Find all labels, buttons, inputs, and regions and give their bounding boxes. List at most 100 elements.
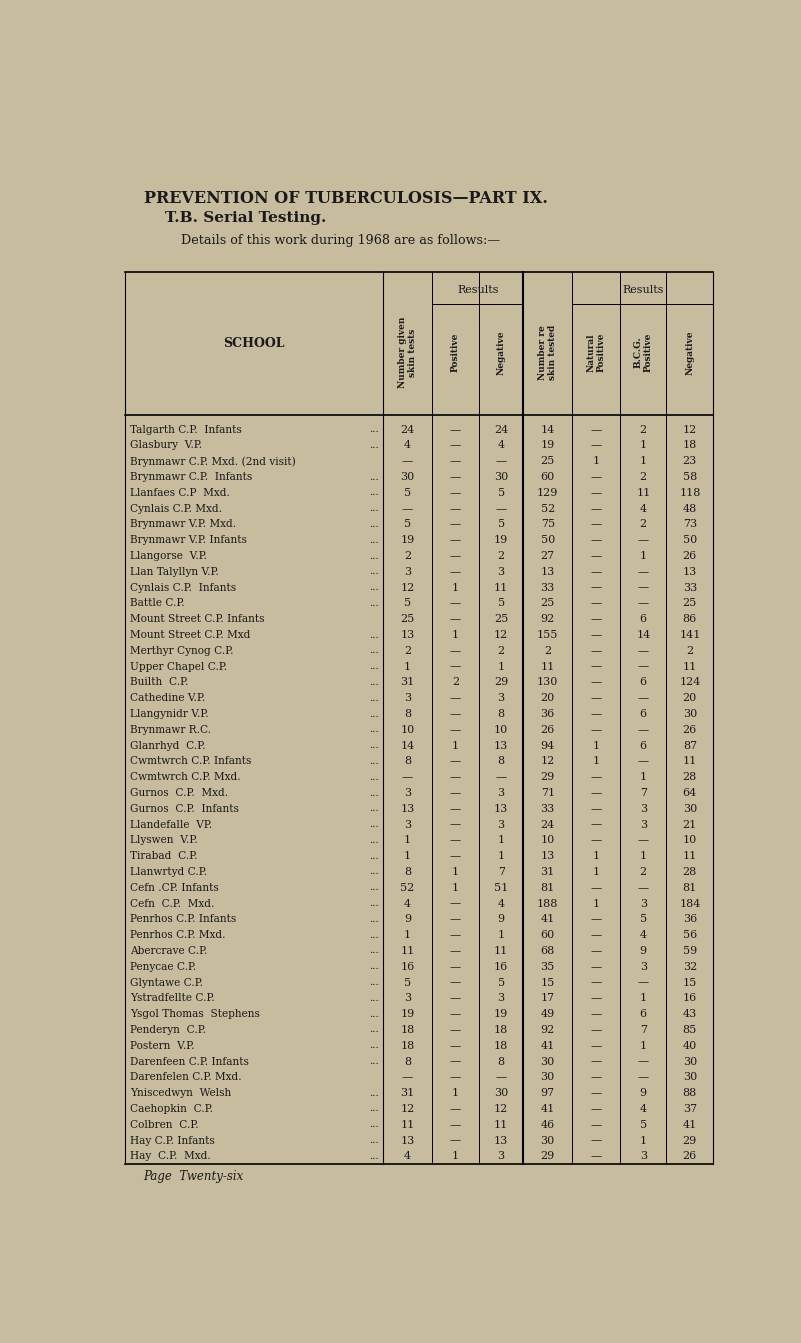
Text: Abercrave C.P.: Abercrave C.P. [130, 945, 207, 956]
Text: 155: 155 [537, 630, 558, 641]
Text: 129: 129 [537, 488, 558, 498]
Text: Darenfeen C.P. Infants: Darenfeen C.P. Infants [130, 1057, 249, 1066]
Text: —: — [638, 599, 649, 608]
Text: Brynmawr C.P. Mxd. (2nd visit): Brynmawr C.P. Mxd. (2nd visit) [130, 457, 296, 466]
Text: 33: 33 [682, 583, 697, 592]
Text: Talgarth C.P.  Infants: Talgarth C.P. Infants [130, 424, 242, 435]
Text: 2: 2 [640, 520, 647, 529]
Text: 56: 56 [682, 931, 697, 940]
Text: 18: 18 [682, 441, 697, 450]
Text: 1: 1 [404, 662, 411, 672]
Text: Results: Results [457, 286, 498, 295]
Text: —: — [590, 1072, 602, 1082]
Text: —: — [450, 471, 461, 482]
Text: 13: 13 [494, 1136, 509, 1146]
Text: 11: 11 [494, 1120, 509, 1129]
Text: 24: 24 [541, 819, 555, 830]
Text: 24: 24 [494, 424, 509, 435]
Text: 4: 4 [497, 898, 505, 909]
Text: 11: 11 [682, 851, 697, 861]
Text: Llanfaes C.P  Mxd.: Llanfaes C.P Mxd. [130, 488, 230, 498]
Text: 7: 7 [497, 868, 505, 877]
Text: 94: 94 [541, 740, 555, 751]
Text: Negative: Negative [497, 330, 505, 375]
Text: 11: 11 [400, 945, 415, 956]
Text: Mount Street C.P. Infants: Mount Street C.P. Infants [130, 614, 264, 624]
Text: —: — [450, 536, 461, 545]
Text: 1: 1 [452, 1151, 459, 1162]
Text: —: — [590, 504, 602, 513]
Text: PREVENTION OF TUBERCULOSIS—PART IX.: PREVENTION OF TUBERCULOSIS—PART IX. [143, 191, 547, 207]
Text: —: — [450, 457, 461, 466]
Text: 3: 3 [640, 819, 647, 830]
Text: —: — [638, 693, 649, 704]
Text: 3: 3 [640, 804, 647, 814]
Text: ...: ... [369, 1152, 379, 1160]
Text: —: — [450, 819, 461, 830]
Text: 48: 48 [682, 504, 697, 513]
Text: —: — [590, 882, 602, 893]
Text: 28: 28 [682, 868, 697, 877]
Text: —: — [450, 962, 461, 972]
Text: 3: 3 [404, 788, 411, 798]
Text: Llan Talyllyn V.P.: Llan Talyllyn V.P. [130, 567, 219, 577]
Text: 1: 1 [593, 898, 600, 909]
Text: 6: 6 [640, 1009, 647, 1019]
Text: —: — [590, 536, 602, 545]
Text: ...: ... [369, 725, 379, 735]
Text: 2: 2 [404, 646, 411, 655]
Text: Colbren  C.P.: Colbren C.P. [130, 1120, 199, 1129]
Text: ...: ... [369, 1136, 379, 1146]
Text: —: — [496, 504, 507, 513]
Text: 29: 29 [541, 1151, 555, 1162]
Text: 30: 30 [541, 1057, 555, 1066]
Text: —: — [450, 978, 461, 987]
Text: Tirabad  C.P.: Tirabad C.P. [130, 851, 197, 861]
Text: —: — [450, 1057, 461, 1066]
Text: 2: 2 [544, 646, 551, 655]
Text: 41: 41 [541, 1104, 555, 1113]
Text: 11: 11 [400, 1120, 415, 1129]
Text: 21: 21 [682, 819, 697, 830]
Text: 184: 184 [679, 898, 701, 909]
Text: —: — [402, 457, 413, 466]
Text: 5: 5 [497, 978, 505, 987]
Text: Llandefalle  VP.: Llandefalle VP. [130, 819, 212, 830]
Text: 58: 58 [682, 471, 697, 482]
Text: —: — [496, 772, 507, 782]
Text: 50: 50 [682, 536, 697, 545]
Text: 3: 3 [497, 567, 505, 577]
Text: 87: 87 [682, 740, 697, 751]
Text: 8: 8 [404, 1057, 411, 1066]
Text: 41: 41 [682, 1120, 697, 1129]
Text: ...: ... [369, 583, 379, 592]
Text: —: — [450, 835, 461, 845]
Text: 2: 2 [497, 646, 505, 655]
Text: 30: 30 [400, 471, 415, 482]
Text: Cwmtwrch C.P. Mxd.: Cwmtwrch C.P. Mxd. [130, 772, 240, 782]
Text: 3: 3 [404, 819, 411, 830]
Text: 5: 5 [640, 915, 647, 924]
Text: 1: 1 [640, 1136, 647, 1146]
Text: —: — [450, 1120, 461, 1129]
Text: 30: 30 [682, 1057, 697, 1066]
Text: ...: ... [369, 947, 379, 955]
Text: ...: ... [369, 473, 379, 482]
Text: 1: 1 [497, 931, 505, 940]
Text: 4: 4 [640, 1104, 647, 1113]
Text: —: — [590, 962, 602, 972]
Text: —: — [450, 931, 461, 940]
Text: —: — [450, 756, 461, 767]
Text: Cathedine V.P.: Cathedine V.P. [130, 693, 205, 704]
Text: 25: 25 [541, 599, 555, 608]
Text: —: — [590, 424, 602, 435]
Text: Glanrhyd  C.P.: Glanrhyd C.P. [130, 740, 205, 751]
Text: 1: 1 [497, 835, 505, 845]
Text: 88: 88 [682, 1088, 697, 1099]
Text: 4: 4 [640, 504, 647, 513]
Text: —: — [590, 994, 602, 1003]
Text: 19: 19 [400, 536, 415, 545]
Text: 30: 30 [494, 1088, 509, 1099]
Text: 1: 1 [497, 851, 505, 861]
Text: 92: 92 [541, 614, 555, 624]
